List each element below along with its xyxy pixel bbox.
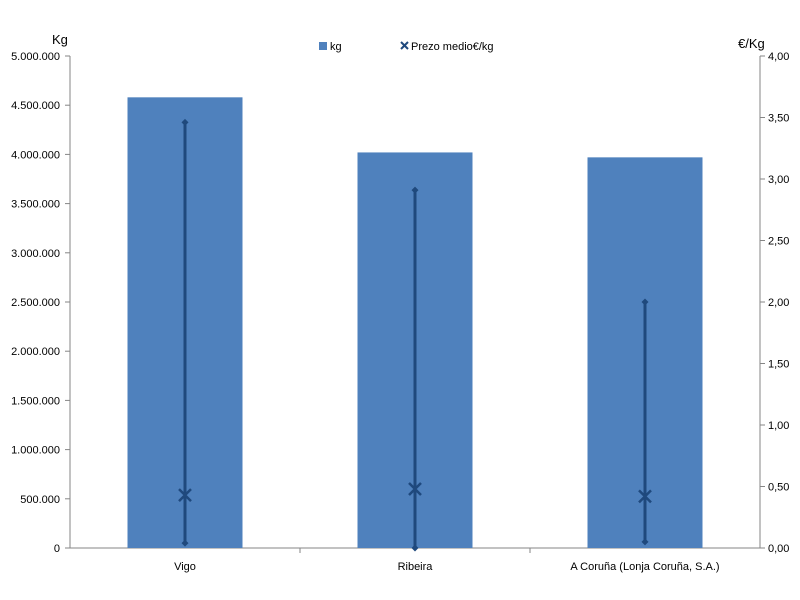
right-axis-tick-label: 0,50 [768, 482, 789, 494]
right-axis-tick-label: 1,00 [768, 420, 789, 432]
left-axis-tick-label: 4.500.000 [11, 100, 60, 112]
price-min-marker [641, 538, 649, 546]
category-label: Vigo [174, 561, 196, 573]
left-axis-tick-label: 5.000.000 [11, 51, 60, 63]
price-min-marker [181, 539, 189, 547]
price-avg-marker [408, 482, 422, 496]
left-axis-tick-label: 500.000 [20, 494, 60, 506]
left-axis-tick-label: 1.000.000 [11, 445, 60, 457]
left-axis-title: Kg [52, 32, 68, 47]
legend-marker-price [400, 41, 409, 50]
price-max-marker [411, 186, 419, 194]
right-axis-tick-label: 1,50 [768, 359, 789, 371]
right-axis-tick-label: 2,00 [768, 297, 789, 309]
price-max-marker [641, 298, 649, 306]
right-axis-tick-label: 3,00 [768, 174, 789, 186]
price-avg-marker [638, 489, 652, 504]
right-axis-tick-label: 2,50 [768, 236, 789, 248]
legend-label-kg: kg [330, 41, 342, 53]
category-label: A Coruña (Lonja Coruña, S.A.) [570, 561, 719, 573]
price-avg-marker [178, 488, 192, 502]
left-axis-tick-label: 2.000.000 [11, 346, 60, 358]
legend-label-price: Prezo medio€/kg [411, 41, 494, 53]
left-axis-tick-label: 1.500.000 [11, 395, 60, 407]
right-axis-title: €/Kg [738, 36, 765, 51]
price-max-marker [181, 118, 189, 126]
left-axis-tick-label: 3.500.000 [11, 199, 60, 211]
price-min-marker [411, 544, 419, 552]
right-axis-tick-label: 0,00 [768, 543, 789, 555]
left-axis-tick-label: 4.000.000 [11, 149, 60, 161]
right-axis-tick-label: 3,50 [768, 113, 789, 125]
right-axis-tick-label: 4,00 [768, 51, 789, 63]
legend: kg Prezo medio€/kg [319, 41, 494, 53]
category-label: Ribeira [398, 561, 434, 573]
legend-swatch-kg [319, 42, 327, 50]
left-axis-tick-label: 3.000.000 [11, 248, 60, 260]
left-axis-tick-label: 0 [54, 543, 60, 555]
left-axis-tick-label: 2.500.000 [11, 297, 60, 309]
